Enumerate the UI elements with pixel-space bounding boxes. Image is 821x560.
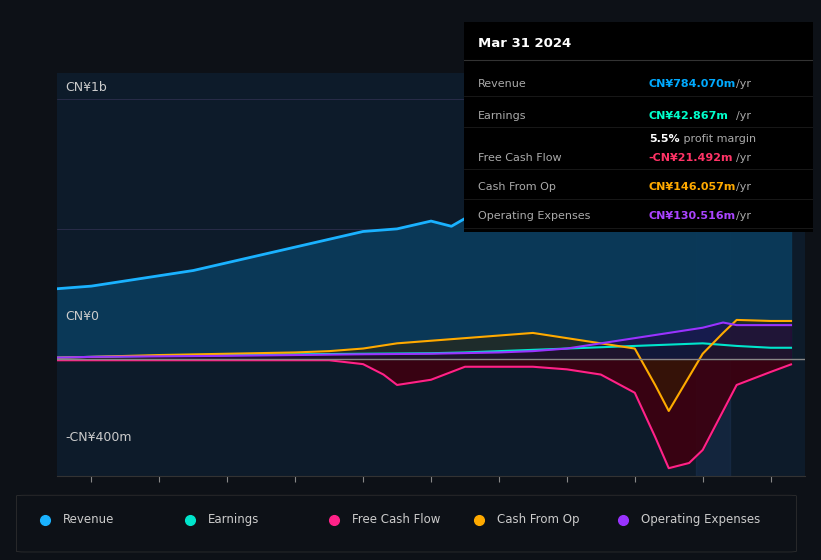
- Text: CN¥146.057m: CN¥146.057m: [649, 182, 736, 192]
- Text: profit margin: profit margin: [680, 134, 756, 144]
- Text: CN¥784.070m: CN¥784.070m: [649, 79, 736, 89]
- Text: -CN¥400m: -CN¥400m: [65, 431, 131, 444]
- Text: /yr: /yr: [736, 182, 751, 192]
- Text: -CN¥21.492m: -CN¥21.492m: [649, 153, 733, 162]
- Text: /yr: /yr: [736, 153, 751, 162]
- Text: Operating Expenses: Operating Expenses: [641, 514, 760, 526]
- Text: Earnings: Earnings: [208, 514, 259, 526]
- Text: Earnings: Earnings: [478, 111, 526, 120]
- Text: CN¥0: CN¥0: [65, 310, 99, 323]
- Text: Mar 31 2024: Mar 31 2024: [478, 37, 571, 50]
- Text: CN¥42.867m: CN¥42.867m: [649, 111, 729, 120]
- Text: CN¥1b: CN¥1b: [65, 81, 107, 94]
- Text: /yr: /yr: [736, 79, 751, 89]
- Text: Cash From Op: Cash From Op: [478, 182, 556, 192]
- Text: Revenue: Revenue: [63, 514, 115, 526]
- Text: /yr: /yr: [736, 111, 751, 120]
- Text: Free Cash Flow: Free Cash Flow: [352, 514, 441, 526]
- Text: Free Cash Flow: Free Cash Flow: [478, 153, 562, 162]
- Text: Operating Expenses: Operating Expenses: [478, 212, 590, 221]
- Text: Revenue: Revenue: [478, 79, 526, 89]
- Text: CN¥130.516m: CN¥130.516m: [649, 212, 736, 221]
- Text: 5.5%: 5.5%: [649, 134, 680, 144]
- Bar: [696, 73, 730, 476]
- Text: /yr: /yr: [736, 212, 751, 221]
- Text: Cash From Op: Cash From Op: [497, 514, 579, 526]
